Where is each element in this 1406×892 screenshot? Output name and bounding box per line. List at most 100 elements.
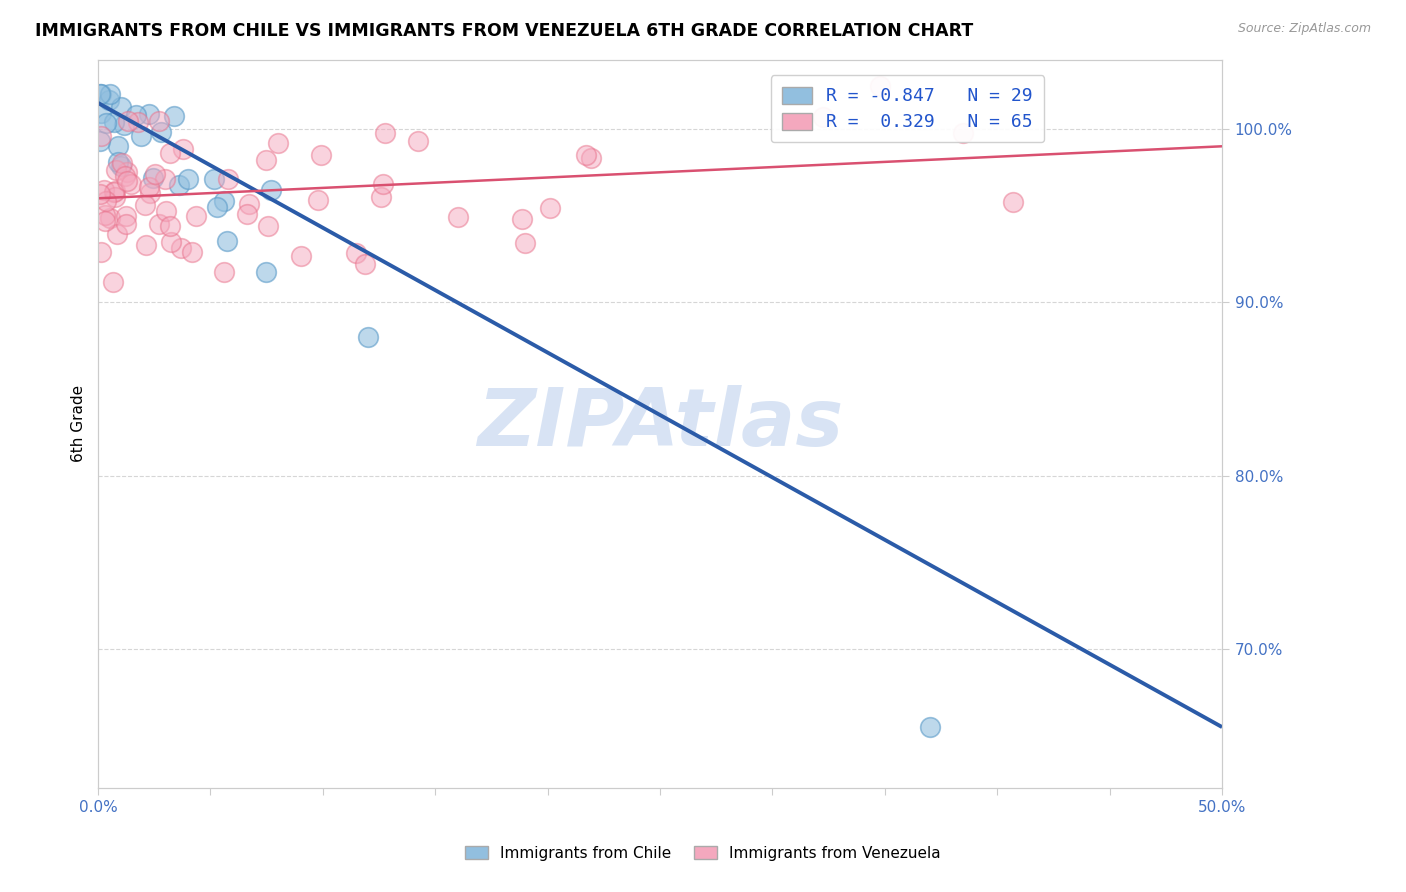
Point [918, 720, 941, 734]
Point [163, 109, 186, 123]
Point [357, 330, 380, 344]
Point [869, 78, 891, 93]
Point [153, 172, 176, 186]
Legend: Immigrants from Chile, Immigrants from Venezuela: Immigrants from Chile, Immigrants from V… [457, 838, 949, 868]
Point [155, 203, 177, 218]
Point [575, 148, 598, 162]
Point [120, 178, 142, 192]
Point [142, 171, 165, 186]
Point [98, 87, 121, 102]
Legend: R = -0.847   N = 29, R =  0.329   N = 65: R = -0.847 N = 29, R = 0.329 N = 65 [770, 75, 1045, 143]
Point [101, 275, 124, 289]
Point [115, 174, 138, 188]
Point [538, 201, 561, 215]
Text: ZIPAtlas: ZIPAtlas [477, 384, 844, 463]
Point [406, 134, 429, 148]
Point [159, 235, 181, 249]
Point [98, 211, 121, 225]
Point [170, 241, 193, 255]
Point [127, 115, 149, 129]
Point [93, 208, 115, 222]
Point [148, 217, 170, 231]
Point [267, 136, 290, 150]
Point [205, 200, 228, 214]
Point [143, 167, 166, 181]
Point [447, 210, 470, 224]
Point [236, 207, 259, 221]
Point [354, 257, 377, 271]
Point [114, 217, 136, 231]
Point [215, 234, 238, 248]
Point [952, 126, 974, 140]
Point [370, 190, 392, 204]
Point [89, 87, 111, 102]
Point [103, 185, 125, 199]
Point [125, 108, 148, 122]
Point [513, 236, 536, 251]
Point [159, 219, 181, 233]
Point [811, 110, 834, 124]
Point [374, 126, 396, 140]
Point [159, 146, 181, 161]
Point [254, 265, 277, 279]
Point [90, 245, 112, 260]
Point [89, 134, 111, 148]
Point [97, 93, 120, 107]
Point [186, 210, 208, 224]
Point [104, 184, 127, 198]
Point [112, 118, 135, 132]
Point [177, 172, 200, 186]
Point [344, 246, 367, 260]
Point [254, 153, 277, 168]
Point [371, 178, 394, 192]
Point [309, 148, 332, 162]
Point [107, 155, 129, 169]
Point [290, 249, 312, 263]
Point [131, 129, 153, 144]
Point [94, 214, 117, 228]
Point [260, 183, 283, 197]
Point [110, 159, 132, 173]
Point [579, 151, 602, 165]
Point [212, 194, 235, 208]
Y-axis label: 6th Grade: 6th Grade [72, 385, 86, 462]
Point [180, 244, 202, 259]
Point [105, 227, 128, 241]
Point [90, 105, 112, 120]
Point [257, 219, 280, 234]
Point [134, 197, 156, 211]
Point [138, 107, 160, 121]
Point [90, 87, 112, 102]
Point [115, 165, 138, 179]
Point [110, 100, 132, 114]
Point [1002, 195, 1025, 210]
Point [104, 162, 127, 177]
Point [149, 125, 172, 139]
Point [96, 194, 118, 209]
Point [89, 187, 111, 202]
Point [115, 209, 138, 223]
Point [172, 142, 194, 156]
Point [135, 237, 157, 252]
Point [104, 189, 127, 203]
Point [94, 116, 117, 130]
Point [111, 156, 134, 170]
Point [148, 114, 170, 128]
Point [117, 114, 139, 128]
Point [510, 211, 533, 226]
Point [138, 186, 160, 200]
Point [93, 183, 115, 197]
Point [202, 171, 225, 186]
Point [89, 129, 111, 144]
Point [107, 139, 129, 153]
Point [238, 196, 260, 211]
Point [138, 179, 160, 194]
Point [114, 169, 136, 183]
Point [307, 194, 329, 208]
Text: Source: ZipAtlas.com: Source: ZipAtlas.com [1237, 22, 1371, 36]
Point [167, 178, 190, 193]
Point [103, 114, 125, 128]
Point [218, 172, 240, 186]
Text: IMMIGRANTS FROM CHILE VS IMMIGRANTS FROM VENEZUELA 6TH GRADE CORRELATION CHART: IMMIGRANTS FROM CHILE VS IMMIGRANTS FROM… [35, 22, 973, 40]
Point [212, 265, 235, 279]
